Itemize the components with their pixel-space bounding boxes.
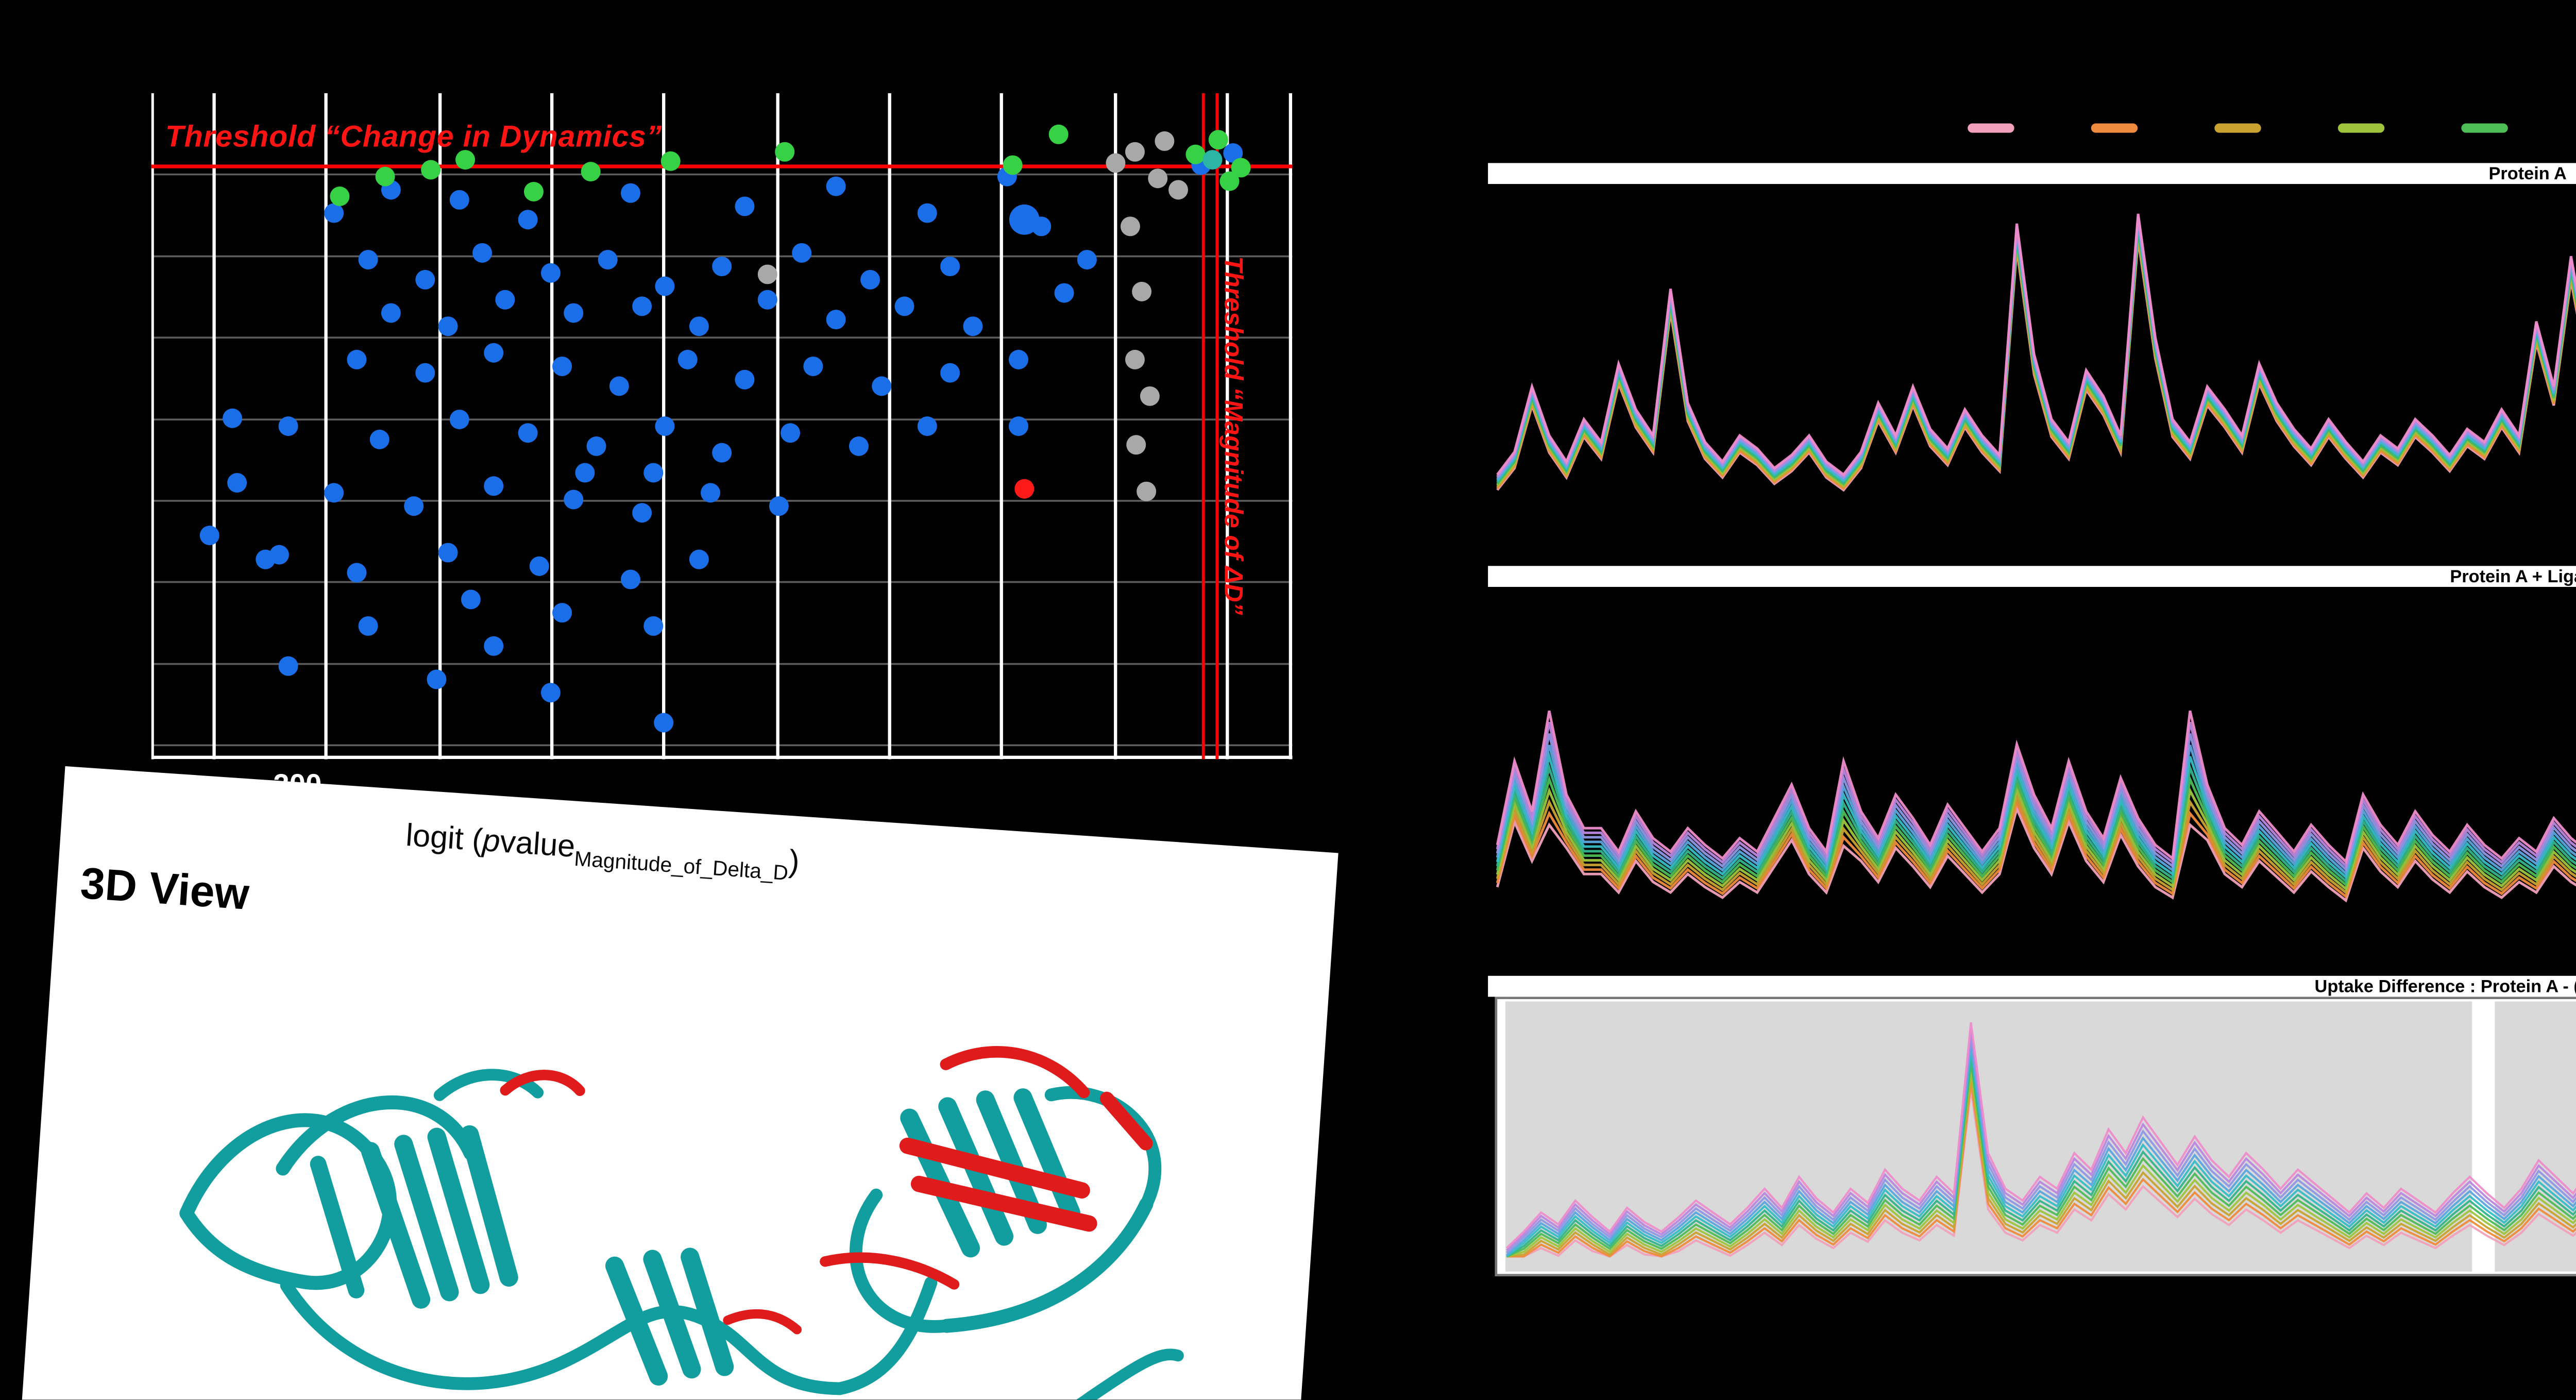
chart3-titlebar: Uptake Difference : Protein A - (Protein… (1488, 975, 2576, 997)
legend-swatch[interactable] (2461, 123, 2508, 132)
x-axis-label-prefix: logit ( (404, 817, 484, 858)
legend-swatch[interactable] (2337, 123, 2385, 132)
volcano-x-axis-label: logit (pvalueMagnitude_of_Delta_D) (404, 818, 801, 886)
x-axis-label-italic-p: p (481, 822, 502, 859)
threshold-dynamics-label: Threshold “Change in Dynamics” (165, 119, 663, 154)
chart1-titlebar: Protein A (1488, 163, 2576, 184)
uptake-difference-chart[interactable] (1497, 999, 2576, 1274)
threshold-magnitude-label: Threshold “Magnitude of ΔD” (1217, 256, 1246, 615)
chart2-title: Protein A + Ligand (2450, 565, 2576, 586)
protein-ribbon-3d[interactable] (135, 932, 1263, 1400)
view3d-title: 3D View (78, 861, 251, 921)
uptake-chart-protein-a[interactable] (1488, 184, 2576, 547)
x-axis-label-subscript: Magnitude_of_Delta_D (573, 847, 789, 885)
uptake-chart-protein-a-ligand[interactable] (1488, 587, 2576, 959)
chart-legend (1968, 123, 2576, 132)
uptake-difference-panel (1495, 997, 2576, 1276)
x-axis-label-suffix: ) (788, 844, 801, 880)
volcano-scatter-plot[interactable] (151, 93, 1293, 760)
chart2-titlebar: Protein A + Ligand (1488, 566, 2576, 587)
legend-swatch[interactable] (1968, 123, 2014, 132)
chart3-title: Uptake Difference : Protein A - (Protein… (2314, 975, 2576, 997)
x-axis-label-word: value (499, 824, 577, 864)
chart1-title: Protein A (2488, 162, 2567, 183)
legend-swatch[interactable] (2091, 123, 2138, 132)
legend-swatch[interactable] (2214, 123, 2261, 132)
structure-view-card[interactable]: logit (pvalueMagnitude_of_Delta_D) 3D Vi… (18, 766, 1338, 1400)
